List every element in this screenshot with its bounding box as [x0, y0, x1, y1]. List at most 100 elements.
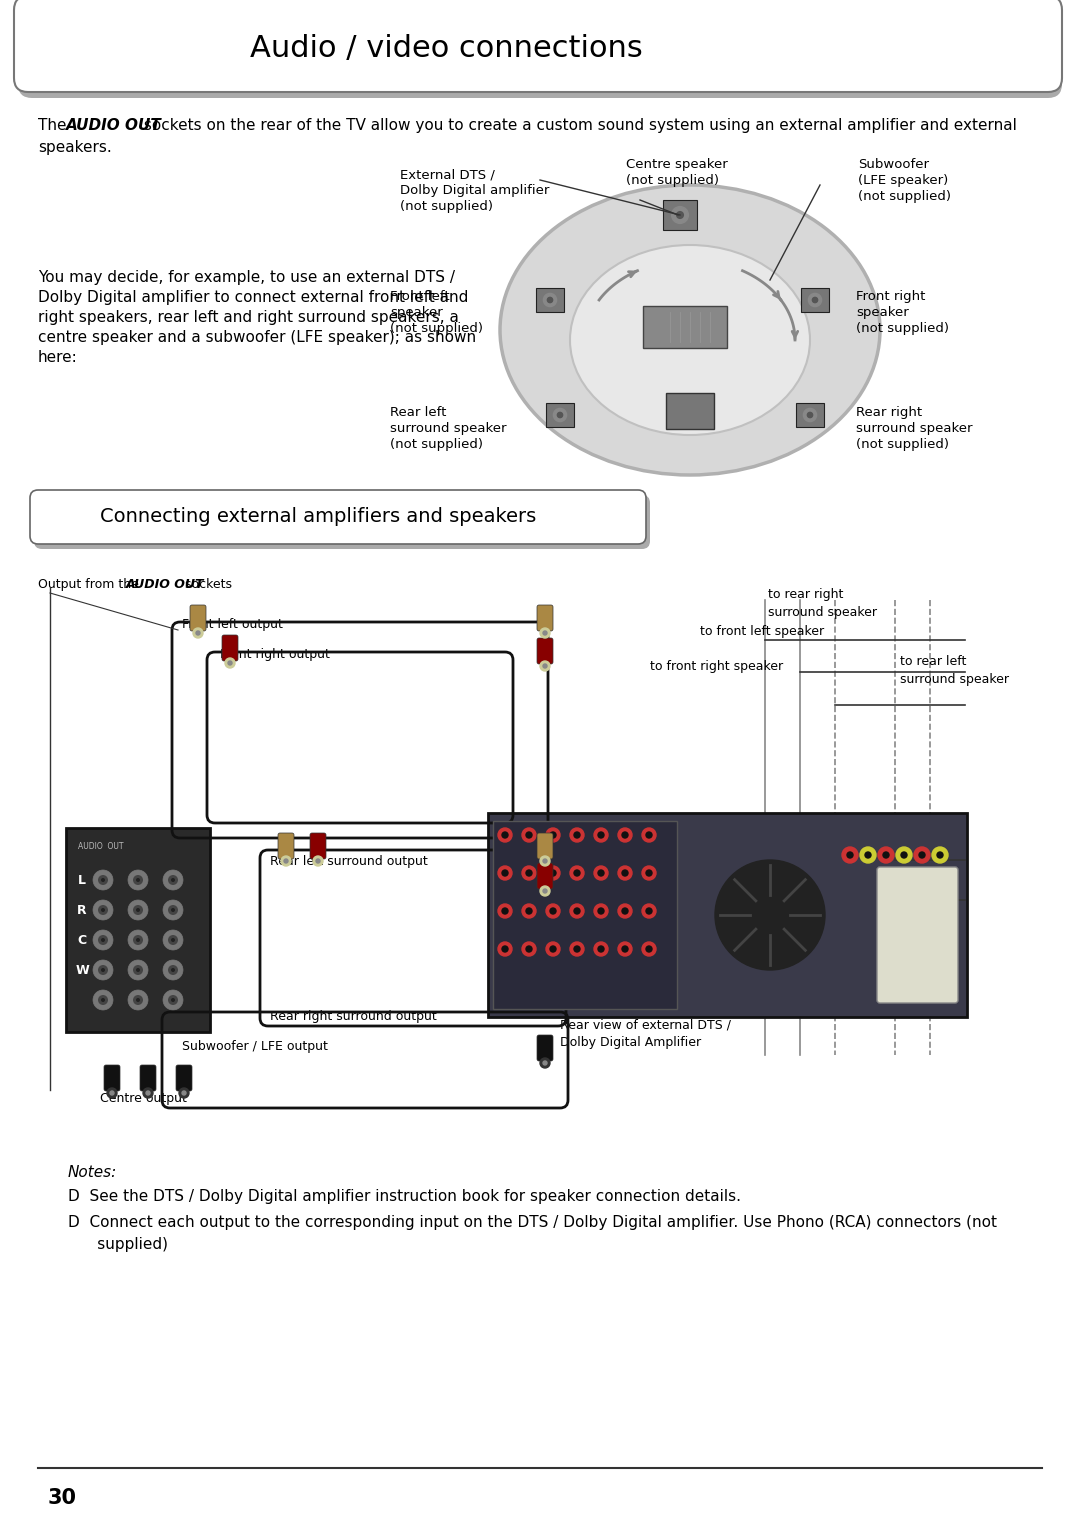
- Circle shape: [163, 990, 183, 1010]
- Text: Dolby Digital Amplifier: Dolby Digital Amplifier: [561, 1036, 701, 1050]
- FancyBboxPatch shape: [488, 813, 967, 1018]
- Circle shape: [540, 1057, 550, 1068]
- Ellipse shape: [570, 244, 810, 435]
- Circle shape: [937, 853, 943, 859]
- FancyBboxPatch shape: [666, 393, 714, 429]
- Circle shape: [543, 1060, 546, 1065]
- Circle shape: [133, 966, 143, 975]
- Circle shape: [546, 828, 561, 842]
- FancyBboxPatch shape: [537, 833, 553, 859]
- FancyBboxPatch shape: [537, 863, 553, 889]
- Circle shape: [163, 960, 183, 979]
- Text: Subwoofer: Subwoofer: [858, 157, 929, 171]
- Text: Connecting external amplifiers and speakers: Connecting external amplifiers and speak…: [100, 507, 537, 527]
- Circle shape: [646, 833, 652, 837]
- FancyBboxPatch shape: [310, 833, 326, 859]
- Text: AUDIO OUT: AUDIO OUT: [66, 118, 162, 133]
- Circle shape: [129, 960, 148, 979]
- Circle shape: [540, 856, 550, 866]
- FancyBboxPatch shape: [66, 828, 210, 1031]
- FancyBboxPatch shape: [18, 2, 1062, 98]
- FancyBboxPatch shape: [537, 639, 553, 665]
- Circle shape: [498, 941, 512, 957]
- FancyBboxPatch shape: [222, 636, 238, 662]
- Circle shape: [550, 869, 556, 876]
- Circle shape: [618, 866, 632, 880]
- Circle shape: [93, 931, 113, 950]
- Circle shape: [573, 833, 580, 837]
- Text: speaker: speaker: [856, 306, 908, 319]
- Circle shape: [498, 866, 512, 880]
- Circle shape: [522, 905, 536, 918]
- Circle shape: [313, 856, 323, 866]
- Text: You may decide, for example, to use an external DTS /: You may decide, for example, to use an e…: [38, 270, 455, 286]
- Text: surround speaker: surround speaker: [900, 672, 1009, 686]
- Circle shape: [225, 659, 235, 668]
- Circle shape: [129, 900, 148, 920]
- Circle shape: [618, 828, 632, 842]
- Circle shape: [598, 946, 604, 952]
- Circle shape: [540, 886, 550, 895]
- Text: Rear left: Rear left: [390, 406, 446, 419]
- Circle shape: [570, 828, 584, 842]
- Circle shape: [168, 995, 178, 1005]
- Circle shape: [102, 969, 105, 972]
- Text: LFE speaker: LFE speaker: [820, 918, 895, 931]
- Circle shape: [622, 908, 627, 914]
- Circle shape: [622, 946, 627, 952]
- Circle shape: [598, 869, 604, 876]
- Circle shape: [107, 1088, 117, 1099]
- FancyBboxPatch shape: [643, 306, 727, 348]
- Text: (not supplied): (not supplied): [856, 322, 949, 335]
- Circle shape: [129, 990, 148, 1010]
- Circle shape: [883, 853, 889, 859]
- FancyBboxPatch shape: [537, 1034, 553, 1060]
- Circle shape: [195, 631, 200, 636]
- Text: (not supplied): (not supplied): [390, 439, 483, 451]
- Circle shape: [570, 905, 584, 918]
- Text: supplied): supplied): [68, 1238, 168, 1251]
- Text: Rear left surround output: Rear left surround output: [270, 856, 428, 868]
- Text: sockets on the rear of the TV allow you to create a custom sound system using an: sockets on the rear of the TV allow you …: [139, 118, 1017, 133]
- Circle shape: [133, 905, 143, 915]
- Text: speaker: speaker: [780, 848, 829, 860]
- FancyBboxPatch shape: [190, 605, 206, 631]
- Circle shape: [136, 998, 140, 1002]
- Circle shape: [171, 908, 175, 912]
- Text: speaker: speaker: [390, 306, 443, 319]
- Text: Centre output: Centre output: [100, 1093, 187, 1105]
- Text: Front left output: Front left output: [183, 617, 283, 631]
- Text: W: W: [76, 964, 89, 976]
- Circle shape: [526, 946, 532, 952]
- Text: to rear left: to rear left: [900, 656, 967, 668]
- Text: Front right: Front right: [856, 290, 926, 303]
- Text: sockets: sockets: [181, 578, 232, 591]
- Circle shape: [526, 869, 532, 876]
- Circle shape: [171, 969, 175, 972]
- Circle shape: [550, 908, 556, 914]
- Text: (not supplied): (not supplied): [400, 200, 492, 212]
- Text: (LFE speaker): (LFE speaker): [858, 174, 948, 186]
- Circle shape: [136, 879, 140, 882]
- Circle shape: [557, 413, 563, 417]
- Circle shape: [594, 941, 608, 957]
- Circle shape: [646, 946, 652, 952]
- FancyBboxPatch shape: [140, 1065, 156, 1091]
- Circle shape: [168, 876, 178, 885]
- Text: (not supplied): (not supplied): [856, 439, 949, 451]
- Circle shape: [98, 935, 108, 944]
- Text: Dolby Digital amplifier: Dolby Digital amplifier: [400, 183, 550, 197]
- FancyBboxPatch shape: [537, 605, 553, 631]
- Text: speakers.: speakers.: [38, 141, 111, 154]
- Circle shape: [502, 833, 508, 837]
- Text: Rear right: Rear right: [856, 406, 922, 419]
- FancyBboxPatch shape: [33, 495, 650, 549]
- Circle shape: [808, 413, 812, 417]
- Circle shape: [146, 1091, 150, 1096]
- Circle shape: [228, 662, 232, 665]
- Circle shape: [573, 946, 580, 952]
- Circle shape: [594, 828, 608, 842]
- Text: to front right speaker: to front right speaker: [650, 660, 783, 672]
- Text: Audio / video connections: Audio / video connections: [249, 34, 643, 63]
- Circle shape: [540, 628, 550, 639]
